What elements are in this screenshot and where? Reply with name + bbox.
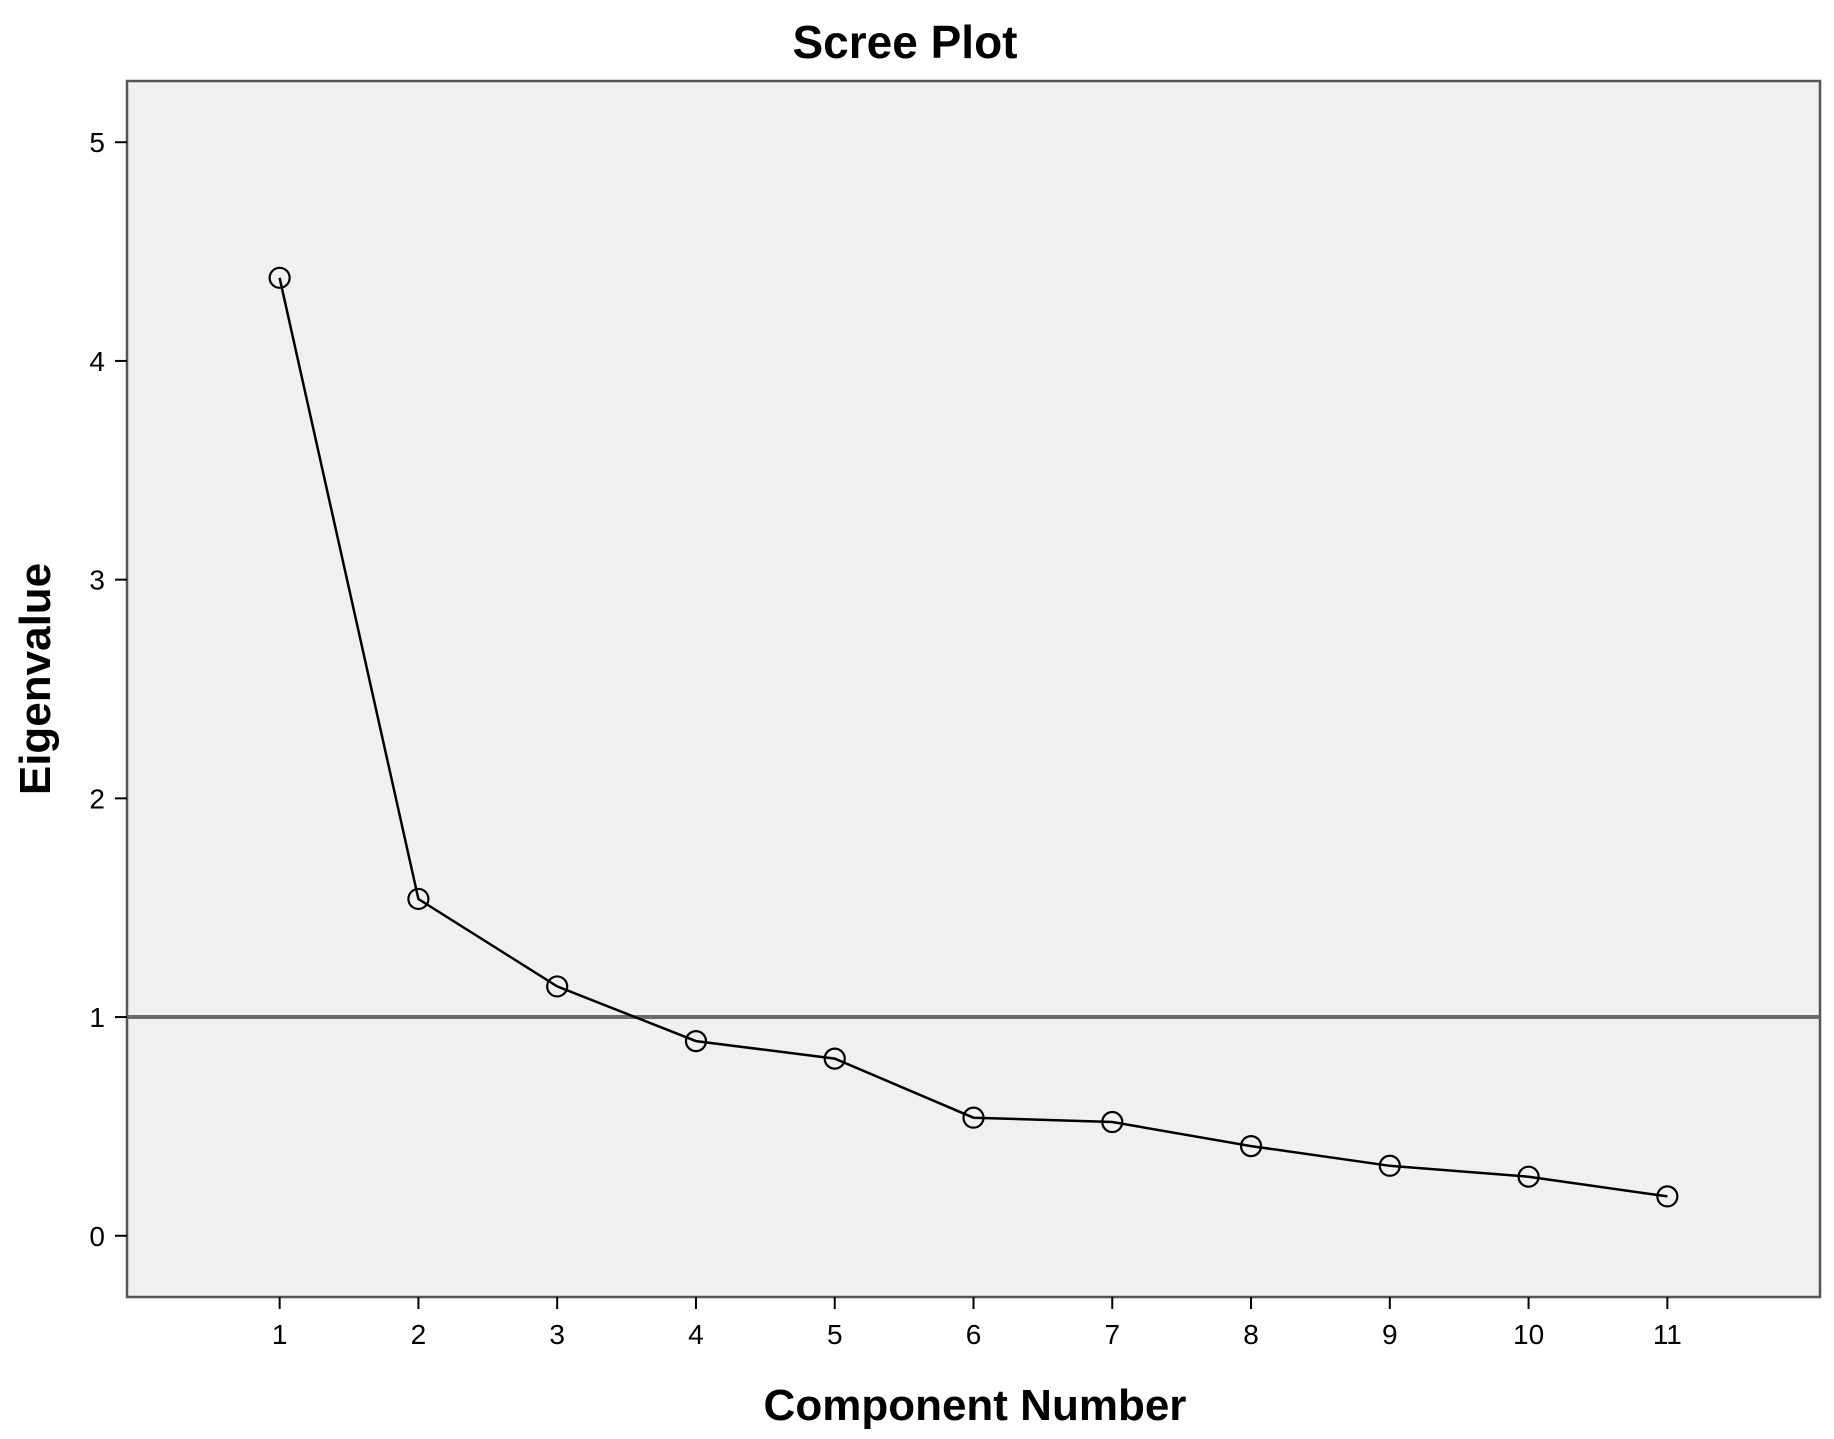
data-point (684, 1030, 708, 1053)
chart-title: Scree Plot (793, 16, 1018, 68)
y-tick-label: 4 (89, 346, 105, 377)
x-tick-label: 5 (827, 1319, 843, 1350)
x-tick-label: 1 (272, 1319, 288, 1350)
data-point (1656, 1185, 1679, 1208)
data-point (1517, 1165, 1540, 1188)
data-point (546, 975, 569, 998)
x-tick-label: 10 (1513, 1319, 1544, 1350)
x-tick-label: 2 (411, 1319, 427, 1350)
x-tick-label: 6 (966, 1319, 982, 1350)
series-line (278, 277, 1668, 1198)
data-point (823, 1047, 846, 1070)
x-tick-label: 8 (1243, 1319, 1259, 1350)
data-point (962, 1106, 985, 1129)
data-point (1101, 1110, 1124, 1134)
x-tick-label: 11 (1653, 1319, 1682, 1350)
data-point (268, 266, 291, 289)
series-layer (268, 266, 1679, 1208)
y-tick-label: 3 (89, 565, 105, 596)
axes-layer: 1 2 3 4 5 6 7 8 9 10 11 0 1 2 3 4 5 (89, 127, 1681, 1350)
data-point (407, 887, 430, 911)
y-tick-label: 0 (89, 1221, 105, 1252)
x-tick-label: 7 (1104, 1319, 1120, 1350)
data-point (1378, 1154, 1401, 1177)
x-axis-label: Component Number (764, 1381, 1187, 1430)
y-tick-label: 1 (89, 1002, 105, 1033)
x-tick-label: 3 (549, 1319, 565, 1350)
plot-area (125, 79, 1822, 1299)
y-axis-label: Eigenvalue (11, 563, 60, 795)
y-tick-label: 2 (89, 783, 105, 814)
x-tick-label: 9 (1382, 1319, 1398, 1350)
data-point (1239, 1134, 1263, 1158)
y-tick-label: 5 (89, 127, 105, 158)
x-tick-label: 4 (688, 1319, 704, 1350)
